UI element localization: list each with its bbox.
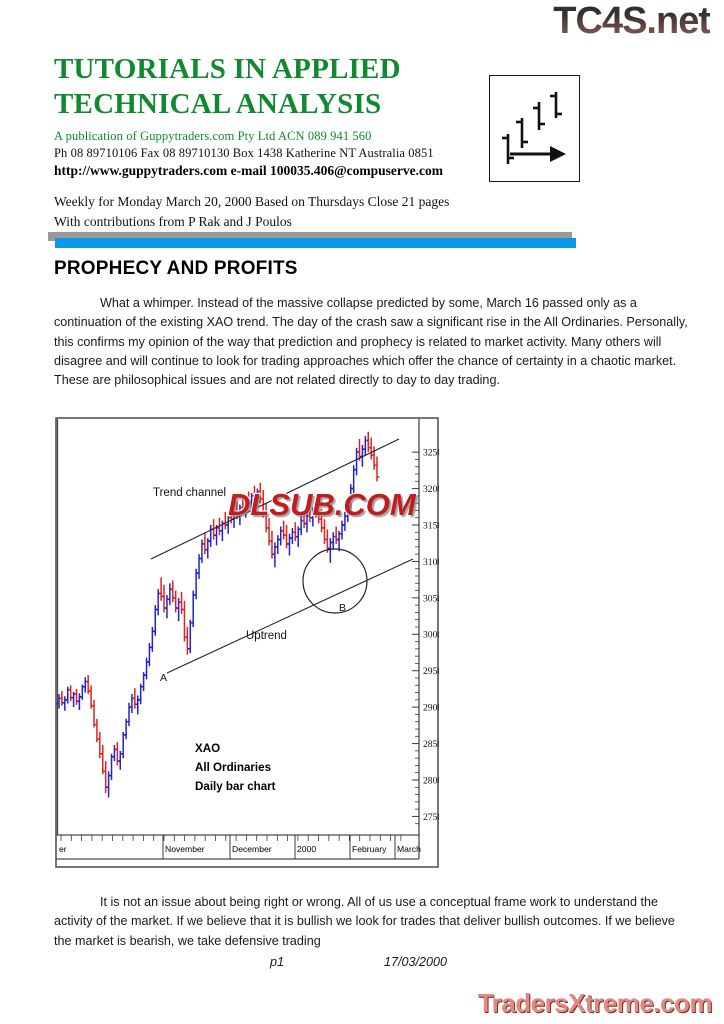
chart-frame (55, 417, 439, 868)
x-tick-label: March (397, 844, 421, 854)
web-email-line: http://www.guppytraders.com e-mail 10003… (54, 162, 444, 178)
y-tick-label: 3250 (423, 448, 439, 459)
annotation-uptrend: Uptrend (246, 630, 287, 642)
y-tick-label: 3100 (423, 557, 439, 568)
chart-legend: XAO All Ordinaries Daily bar chart (195, 742, 276, 793)
blue-divider-rule (55, 238, 576, 248)
y-tick-label: 3050 (423, 593, 439, 604)
logo-box (489, 75, 580, 182)
svg-text:Daily bar chart: Daily bar chart (195, 780, 276, 793)
issue-info: Weekly for Monday March 20, 2000 Based o… (54, 192, 449, 231)
y-tick-label: 2800 (423, 775, 439, 786)
body-paragraph-1: What a whimper. Instead of the massive c… (54, 296, 688, 388)
publisher-info: A publication of Guppytraders.com Pty Lt… (54, 129, 494, 179)
y-axis: 3250 3200 3150 3100 3050 3000 2950 2900 2850 2800… (412, 448, 439, 825)
trend-channel-lines (150, 438, 414, 674)
masthead-title-line2: TECHNICAL ANALYSIS (54, 88, 382, 121)
y-tick-label: 2950 (423, 666, 439, 677)
svg-text:XAO: XAO (195, 742, 220, 755)
x-tick-label: er (59, 844, 67, 854)
dlsub-watermark: DLSUB.COM (227, 486, 417, 523)
y-tick-label: 2900 (423, 703, 439, 714)
section-heading: PROPHECY AND PROFITS (54, 258, 298, 279)
y-tick-label: 3200 (423, 484, 439, 495)
y-tick-label: 2750 (423, 812, 439, 823)
publication-line: A publication of Guppytraders.com Pty Lt… (54, 128, 372, 143)
dlsub-text: DLSUB.COM (227, 486, 417, 523)
x-tick-label: 2000 (297, 844, 316, 854)
x-tick-label: December (232, 844, 272, 854)
footer-date: 17/03/2000 (384, 955, 448, 969)
xao-daily-bar-chart: 3250 3200 3150 3100 3050 3000 2950 2900 2850 2800… (47, 411, 439, 871)
tradersxtreme-watermark: TradersXtreme.com (477, 988, 713, 1018)
x-tick-label: February (352, 844, 387, 854)
y-tick-label: 2850 (423, 739, 439, 750)
y-tick-label: 3000 (423, 630, 439, 641)
issue-line2: With contributions from P Rak and J Poul… (54, 213, 292, 229)
masthead: TUTORIALS IN APPLIED TECHNICAL ANALYSIS … (54, 52, 494, 179)
price-bars (56, 431, 380, 798)
rule-shadow (48, 232, 572, 241)
contact-line: Ph 08 89710106 Fax 08 89710130 Box 1438 … (54, 145, 434, 160)
highlight-circle-b (302, 548, 368, 614)
y-tick-label: 3150 (423, 520, 439, 531)
masthead-title: TUTORIALS IN APPLIED TECHNICAL ANALYSIS (54, 52, 494, 123)
body-paragraph-2: It is not an issue about being right or … (54, 895, 675, 948)
x-axis: er November December 2000 February March (59, 835, 421, 859)
annotation-point-a: A (160, 672, 167, 684)
masthead-title-line1: TUTORIALS IN APPLIED (54, 53, 401, 85)
svg-text:All Ordinaries: All Ordinaries (195, 761, 271, 774)
uptrend-bars-icon (502, 92, 566, 164)
annotation-trend-channel: Trend channel (153, 487, 226, 499)
page-number: p1 (270, 955, 285, 969)
arrow-icon (510, 146, 566, 162)
x-tick-label: November (165, 844, 205, 854)
issue-line1: Weekly for Monday March 20, 2000 Based o… (54, 194, 450, 209)
annotation-point-b: B (339, 602, 346, 614)
tc4s-logo: TC4S.net (553, 0, 711, 42)
